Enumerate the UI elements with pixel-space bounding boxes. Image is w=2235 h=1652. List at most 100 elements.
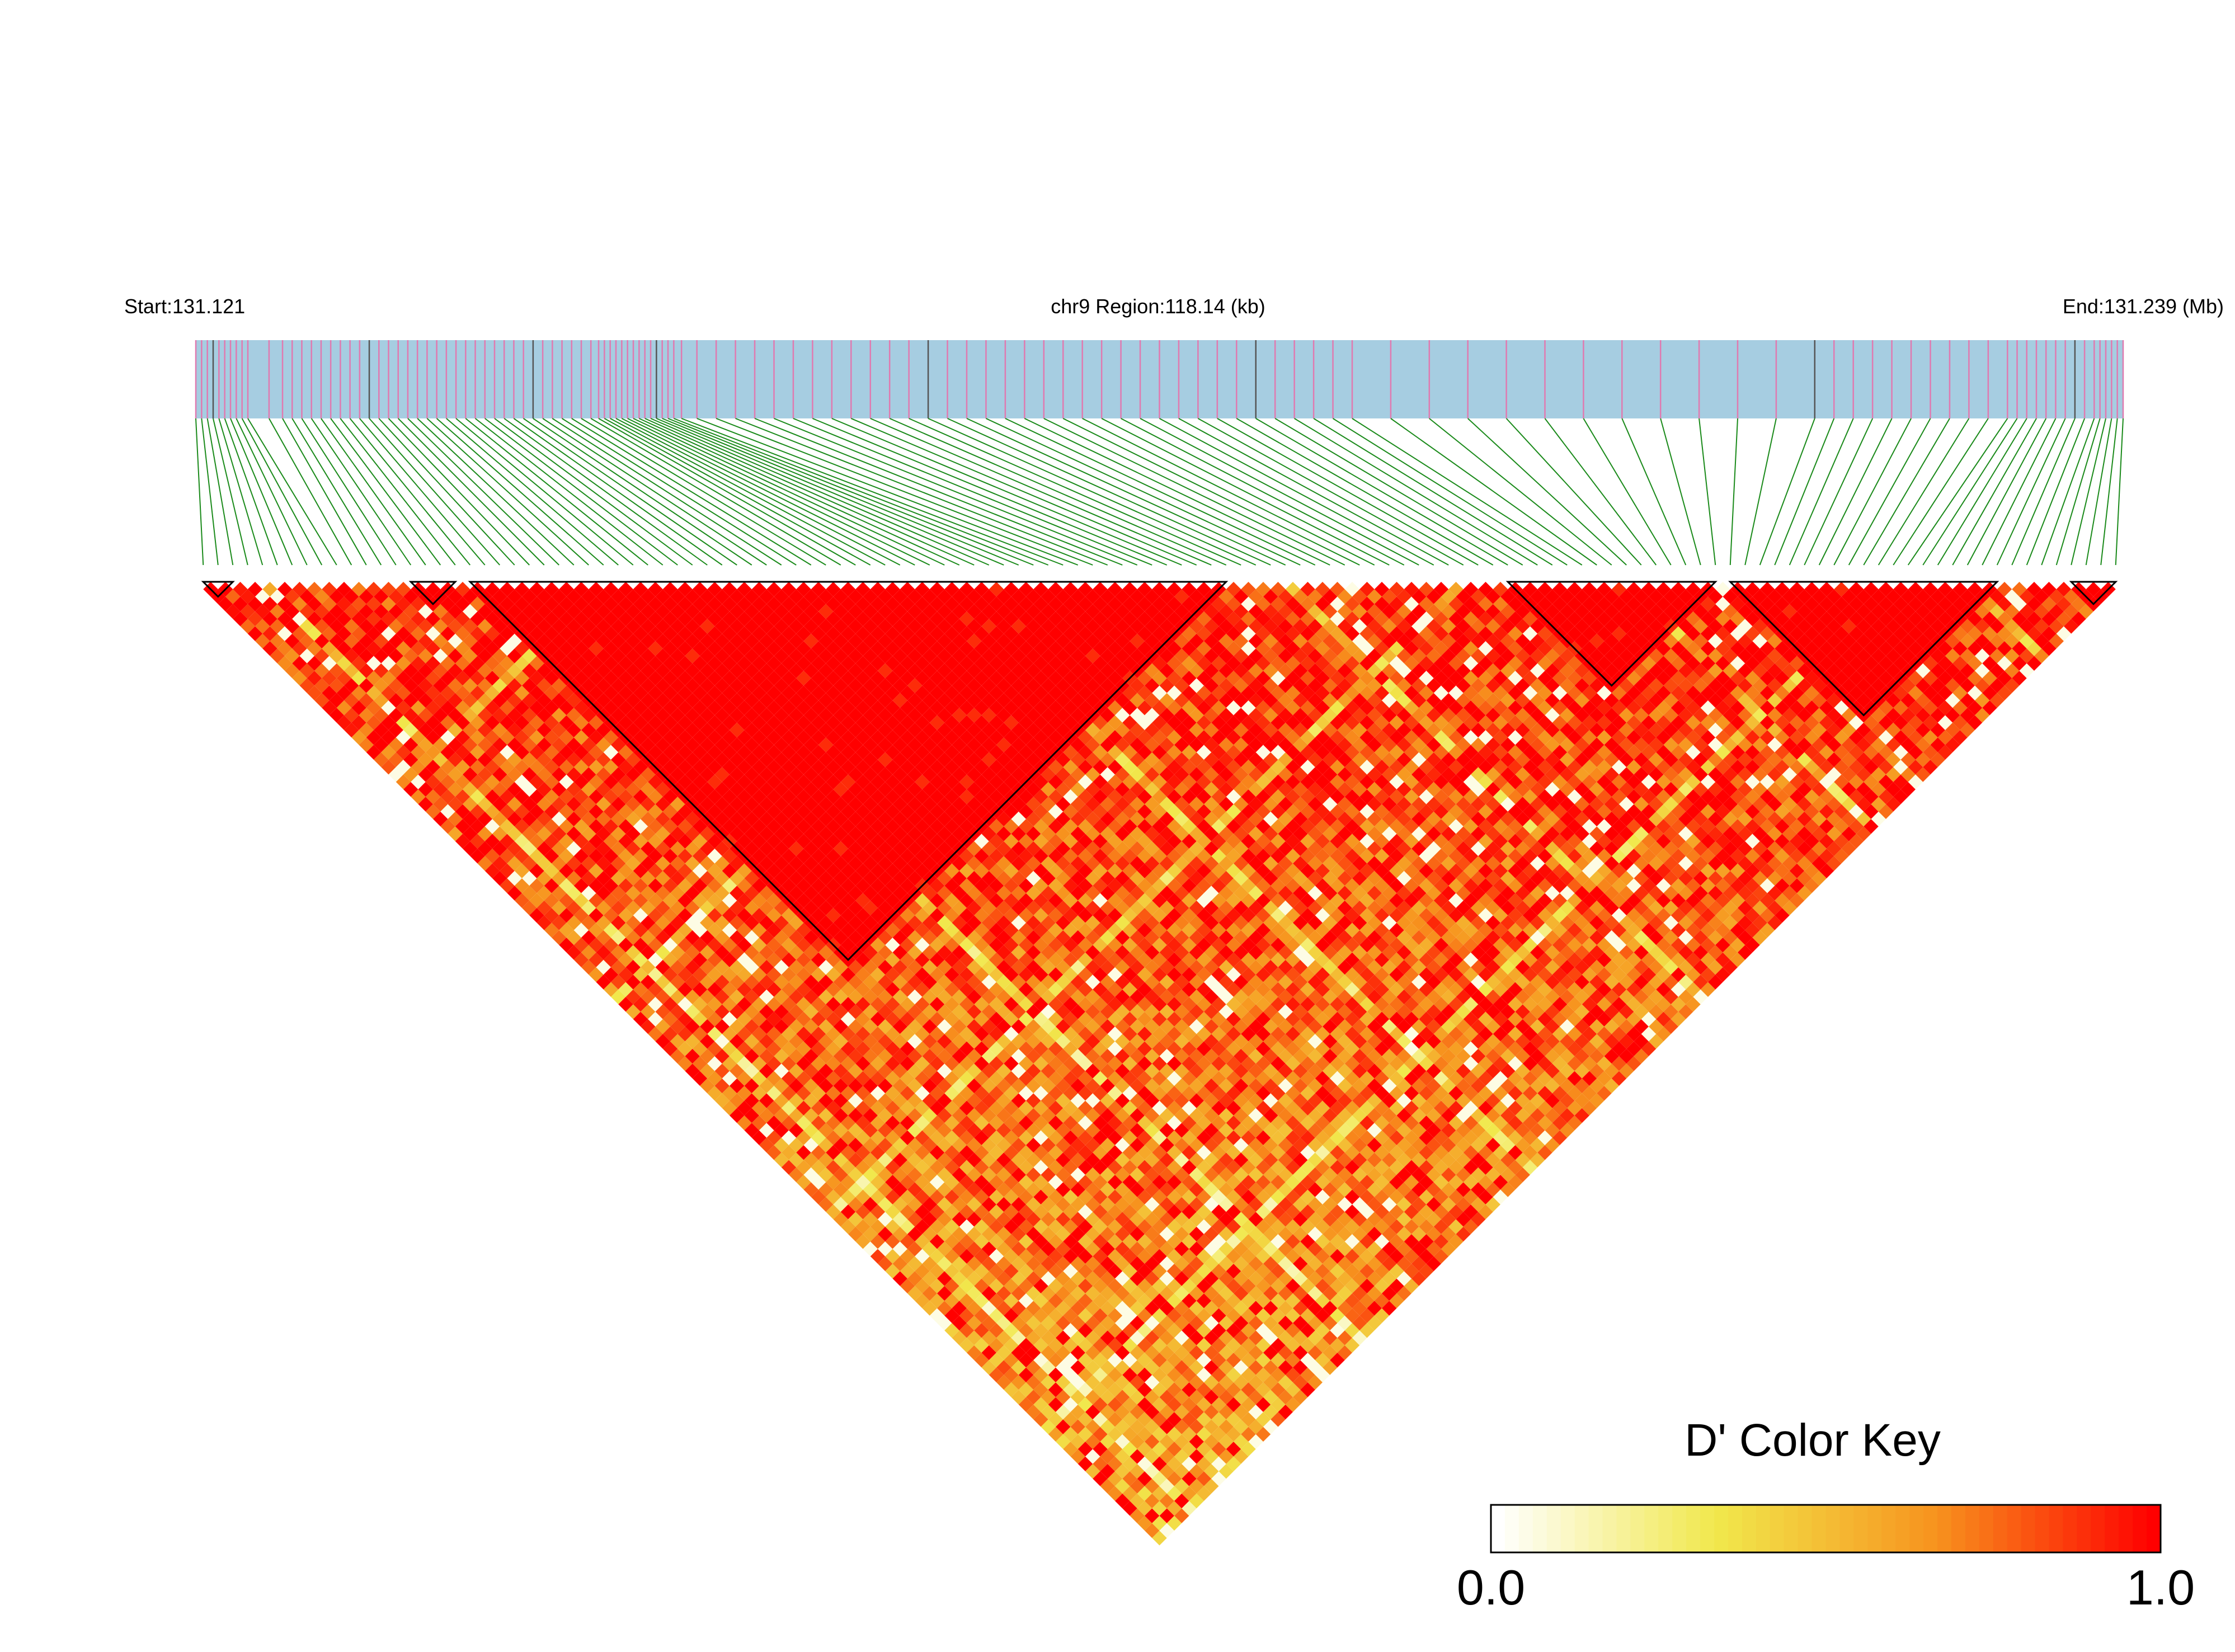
snp-connector <box>1698 418 1716 566</box>
snp-connector <box>206 418 234 566</box>
snp-connector <box>1789 418 1854 566</box>
snp-connector <box>494 418 693 566</box>
snp-connector <box>667 418 1034 566</box>
region-end-label: End:131.239 (Mb) <box>2063 295 2224 318</box>
snp-connector <box>407 418 559 566</box>
snp-connector <box>340 418 456 566</box>
snp-connector <box>224 418 278 566</box>
snp-connector <box>986 418 1301 566</box>
snp-connector <box>966 418 1286 566</box>
snp-connector <box>201 418 219 566</box>
snp-connector <box>1660 418 1701 566</box>
snp-connector <box>349 418 471 566</box>
snp-connector <box>446 418 619 566</box>
snp-connectors <box>195 418 2124 566</box>
snp-connector <box>1043 418 1345 566</box>
snp-connector <box>1333 418 1568 566</box>
snp-connector <box>1082 418 1375 566</box>
snp-connector <box>1140 418 1419 566</box>
snp-connector <box>552 418 782 566</box>
snp-connector <box>1236 418 1494 566</box>
snp-connector <box>627 418 930 566</box>
region-labels: Start:131.121 chr9 Region:118.14 (kb) En… <box>124 295 2224 318</box>
region-center-label: chr9 Region:118.14 (kb) <box>1051 295 1265 318</box>
snp-connector <box>638 418 960 566</box>
snp-connector <box>1982 418 2057 566</box>
snp-connector <box>2100 418 2118 566</box>
snp-connector <box>1996 418 2066 566</box>
snp-connector <box>484 418 678 566</box>
snp-connector <box>369 418 500 566</box>
snp-connector <box>615 418 901 566</box>
snp-connector <box>1352 418 1583 566</box>
snp-connector <box>1467 418 1627 566</box>
snp-connector <box>697 418 1079 566</box>
snp-connector <box>1952 418 2037 566</box>
snp-connector <box>2115 418 2124 566</box>
snp-connector <box>1390 418 1597 566</box>
snp-connector <box>889 418 1227 566</box>
snp-connector <box>656 418 1004 566</box>
snp-connector <box>513 418 723 566</box>
snp-connector <box>310 418 412 566</box>
snp-connector <box>831 418 1182 566</box>
snp-connector <box>1101 418 1390 566</box>
snp-connector <box>633 418 945 566</box>
snp-connector <box>1907 418 2008 566</box>
snp-connector <box>1922 418 2018 566</box>
snp-connector <box>673 418 1049 566</box>
snp-connector <box>812 418 1168 566</box>
snp-connector <box>581 418 826 566</box>
snp-connector <box>681 418 1064 566</box>
snp-connector <box>870 418 1212 566</box>
snp-connector <box>218 418 264 566</box>
snp-connector <box>735 418 1108 566</box>
snp-connector <box>1621 418 1687 566</box>
snp-connector <box>1937 418 2027 566</box>
snp-connector <box>1178 418 1449 566</box>
snp-connector <box>716 418 1093 566</box>
snp-connector <box>1878 418 1970 566</box>
snp-connector <box>1729 418 1738 566</box>
snp-connector <box>1966 418 2047 566</box>
snp-connector <box>1893 418 1989 566</box>
snp-connector <box>909 418 1241 566</box>
snp-connector <box>598 418 856 566</box>
snp-connector <box>1197 418 1464 566</box>
snp-connector <box>465 418 648 566</box>
snp-connector <box>321 418 426 566</box>
snp-connector <box>533 418 752 566</box>
snp-connector <box>644 418 975 566</box>
snp-connector <box>247 418 337 566</box>
snp-connector <box>398 418 545 566</box>
snp-connector <box>301 418 397 566</box>
snp-connector <box>562 418 797 566</box>
snp-connector <box>2071 418 2106 566</box>
snp-connector <box>1159 418 1434 566</box>
snp-connector <box>1544 418 1657 566</box>
snp-connector <box>474 418 664 566</box>
snp-connector <box>610 418 886 566</box>
snp-connector <box>2011 418 2076 566</box>
snp-connector <box>1121 418 1405 566</box>
snp-connector <box>359 418 486 566</box>
snp-connector <box>1774 418 1835 566</box>
snp-connector <box>236 418 308 566</box>
snp-connector <box>417 418 575 566</box>
snp-connector <box>213 418 248 566</box>
snp-connector <box>504 418 708 566</box>
snp-connector <box>1583 418 1672 566</box>
snp-connector <box>330 418 441 566</box>
snp-connector <box>662 418 1019 566</box>
snp-connector <box>455 418 634 566</box>
ld-triangle <box>203 582 2116 1546</box>
snp-connector <box>947 418 1271 566</box>
region-bar <box>195 340 2124 418</box>
snp-connector <box>1294 418 1538 566</box>
snp-connector <box>1024 418 1330 566</box>
snp-connector <box>2055 418 2101 566</box>
snp-connector <box>650 418 990 566</box>
snp-connector <box>388 418 530 566</box>
snp-connector <box>1804 418 1874 566</box>
